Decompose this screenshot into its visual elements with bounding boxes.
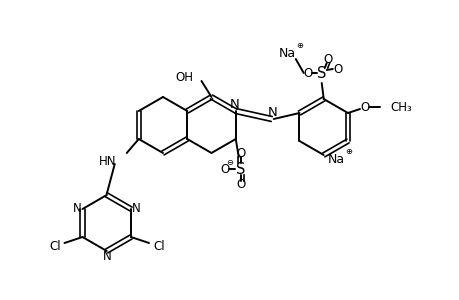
Text: CH₃: CH₃ xyxy=(389,100,411,113)
Text: S: S xyxy=(316,65,326,80)
Text: Na: Na xyxy=(279,46,296,59)
Text: O: O xyxy=(235,146,245,160)
Text: O: O xyxy=(220,163,229,176)
Text: O: O xyxy=(235,178,245,191)
Text: O: O xyxy=(302,67,312,80)
Text: N: N xyxy=(267,106,277,118)
Text: N: N xyxy=(230,98,239,110)
Text: S: S xyxy=(235,161,245,176)
Text: Cl: Cl xyxy=(153,241,164,254)
Text: O: O xyxy=(359,100,369,113)
Text: N: N xyxy=(102,250,111,263)
Text: ⊕: ⊕ xyxy=(296,40,302,50)
Text: OH: OH xyxy=(175,70,193,83)
Text: ⊖: ⊖ xyxy=(226,158,233,166)
Text: N: N xyxy=(131,202,140,215)
Text: Na: Na xyxy=(327,152,345,166)
Text: O: O xyxy=(322,52,332,65)
Text: O: O xyxy=(332,62,341,76)
Text: ⊕: ⊕ xyxy=(345,146,352,155)
Text: N: N xyxy=(73,202,82,215)
Text: Cl: Cl xyxy=(49,241,61,254)
Text: HN: HN xyxy=(99,154,117,167)
